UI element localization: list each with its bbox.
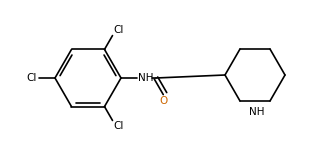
Text: NH: NH: [249, 107, 265, 117]
Text: Cl: Cl: [113, 24, 124, 35]
Text: Cl: Cl: [113, 121, 124, 131]
Text: O: O: [160, 96, 168, 106]
Text: NH: NH: [138, 73, 153, 83]
Text: Cl: Cl: [27, 73, 37, 83]
